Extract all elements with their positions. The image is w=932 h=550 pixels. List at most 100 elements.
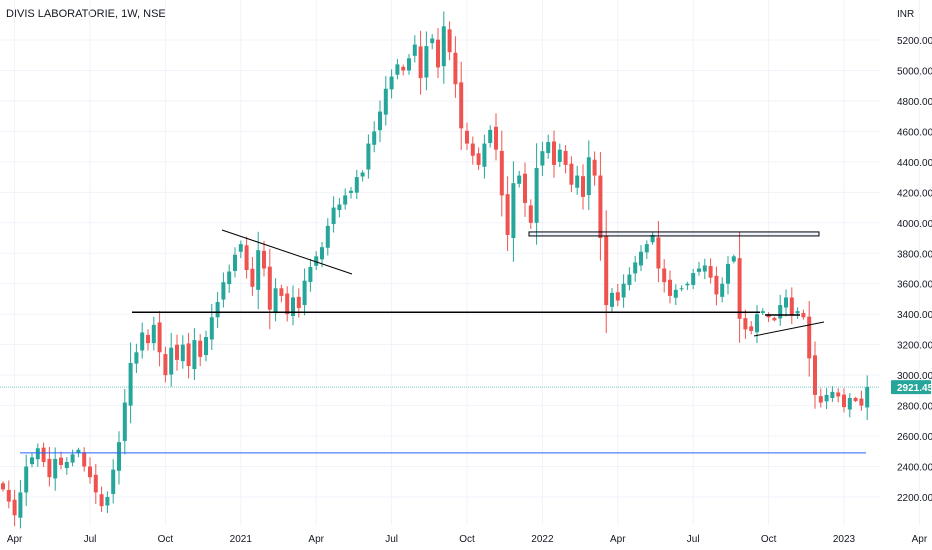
candle-body — [517, 175, 522, 184]
candle-body — [41, 447, 46, 462]
candle-body — [668, 279, 672, 296]
candle-body — [789, 297, 794, 316]
candle-body — [610, 292, 614, 307]
x-tick-label: Jul — [84, 534, 97, 545]
y-tick-label: 2800.00 — [897, 402, 932, 413]
candle-body — [772, 317, 777, 321]
candle-body — [621, 283, 626, 298]
candle-body — [656, 237, 661, 269]
candle-body — [250, 268, 255, 287]
trendline-descending[interactable] — [221, 229, 353, 275]
candle-body — [714, 275, 719, 295]
candle-body — [122, 402, 127, 441]
candle-body — [488, 129, 493, 143]
x-tick-label: Apr — [308, 534, 324, 545]
candle-body — [465, 130, 469, 144]
candle-body — [801, 312, 806, 318]
candle-body — [308, 266, 313, 282]
candle-body — [581, 176, 585, 197]
candle-body — [615, 292, 620, 301]
candle-body — [743, 318, 748, 330]
candle-body — [633, 262, 638, 274]
candle-body — [175, 344, 179, 360]
y-tick-label: 4600.00 — [897, 127, 932, 138]
candle-body — [540, 151, 545, 166]
candle-body — [163, 354, 168, 376]
candle-body — [204, 337, 208, 356]
candle-body — [169, 347, 174, 375]
candle-body — [157, 322, 162, 353]
candle-body — [76, 449, 81, 453]
candle-body — [784, 297, 788, 308]
candle-body — [267, 266, 272, 310]
trendline-ascending[interactable] — [753, 321, 825, 337]
resistance-zone[interactable] — [528, 231, 820, 237]
candle-body — [552, 141, 556, 165]
candle-body — [227, 271, 232, 285]
y-tick-label: 4800.00 — [897, 97, 932, 108]
candle-body — [273, 288, 278, 313]
candle-body — [389, 76, 394, 90]
candle-body — [395, 64, 400, 75]
y-axis: 2200.00 2400.00 2600.00 2800.00 3000.00 3200.… — [897, 36, 932, 504]
y-tick-label: 5000.00 — [897, 66, 932, 77]
y-tick-label: 2400.00 — [897, 463, 932, 474]
candle-body — [865, 387, 870, 408]
candle-body — [697, 268, 701, 272]
candle-body — [1, 483, 5, 490]
annotations — [0, 229, 880, 454]
candle-body — [778, 305, 783, 319]
candle-body — [749, 326, 754, 331]
candle-body — [279, 288, 284, 296]
candle-body — [702, 265, 707, 272]
candle-body — [209, 317, 214, 340]
candle-body — [146, 334, 150, 344]
candle-body — [128, 362, 133, 406]
candle-body — [354, 177, 359, 193]
candle-body — [35, 448, 40, 460]
x-tick-label: Jul — [385, 534, 398, 545]
candle-body — [639, 251, 643, 266]
candle-body — [383, 88, 388, 115]
candle-body — [418, 46, 423, 79]
candle-body — [546, 142, 551, 154]
candle-body — [424, 46, 429, 78]
candle-body — [691, 273, 696, 285]
candle-body — [470, 143, 475, 156]
y-tick-label: 4000.00 — [897, 219, 932, 230]
candle-body — [151, 324, 156, 344]
candle-body — [30, 457, 34, 465]
x-tick-label: Oct — [158, 534, 174, 545]
y-tick-label: 3200.00 — [897, 341, 932, 352]
candle-body — [407, 58, 411, 71]
y-tick-label: 3800.00 — [897, 249, 932, 260]
candle-body — [291, 297, 295, 317]
x-tick-label: Oct — [459, 534, 475, 545]
candle-body — [140, 332, 145, 351]
candle-body — [476, 153, 481, 165]
candle-body — [70, 454, 75, 463]
candle-body — [453, 52, 458, 85]
y-tick-label: 3400.00 — [897, 310, 932, 321]
candle-body — [650, 234, 655, 243]
candle-body — [859, 398, 864, 406]
candle-body — [505, 194, 510, 235]
candle-body — [795, 311, 800, 314]
candle-body — [523, 173, 527, 203]
candle-body — [244, 245, 249, 271]
candle-body — [360, 172, 365, 177]
candle-body — [192, 340, 197, 370]
candle-body — [24, 466, 29, 493]
candle-body — [238, 244, 243, 252]
candle-body — [343, 195, 348, 205]
candle-body — [627, 274, 632, 285]
candle-body — [720, 283, 725, 297]
candle-body — [401, 66, 406, 71]
candle-body — [447, 29, 452, 53]
candle-body — [105, 497, 110, 506]
candle-body — [441, 26, 446, 67]
candle-body — [511, 183, 516, 239]
y-tick-label: 2600.00 — [897, 432, 932, 443]
candle-body — [604, 235, 609, 306]
